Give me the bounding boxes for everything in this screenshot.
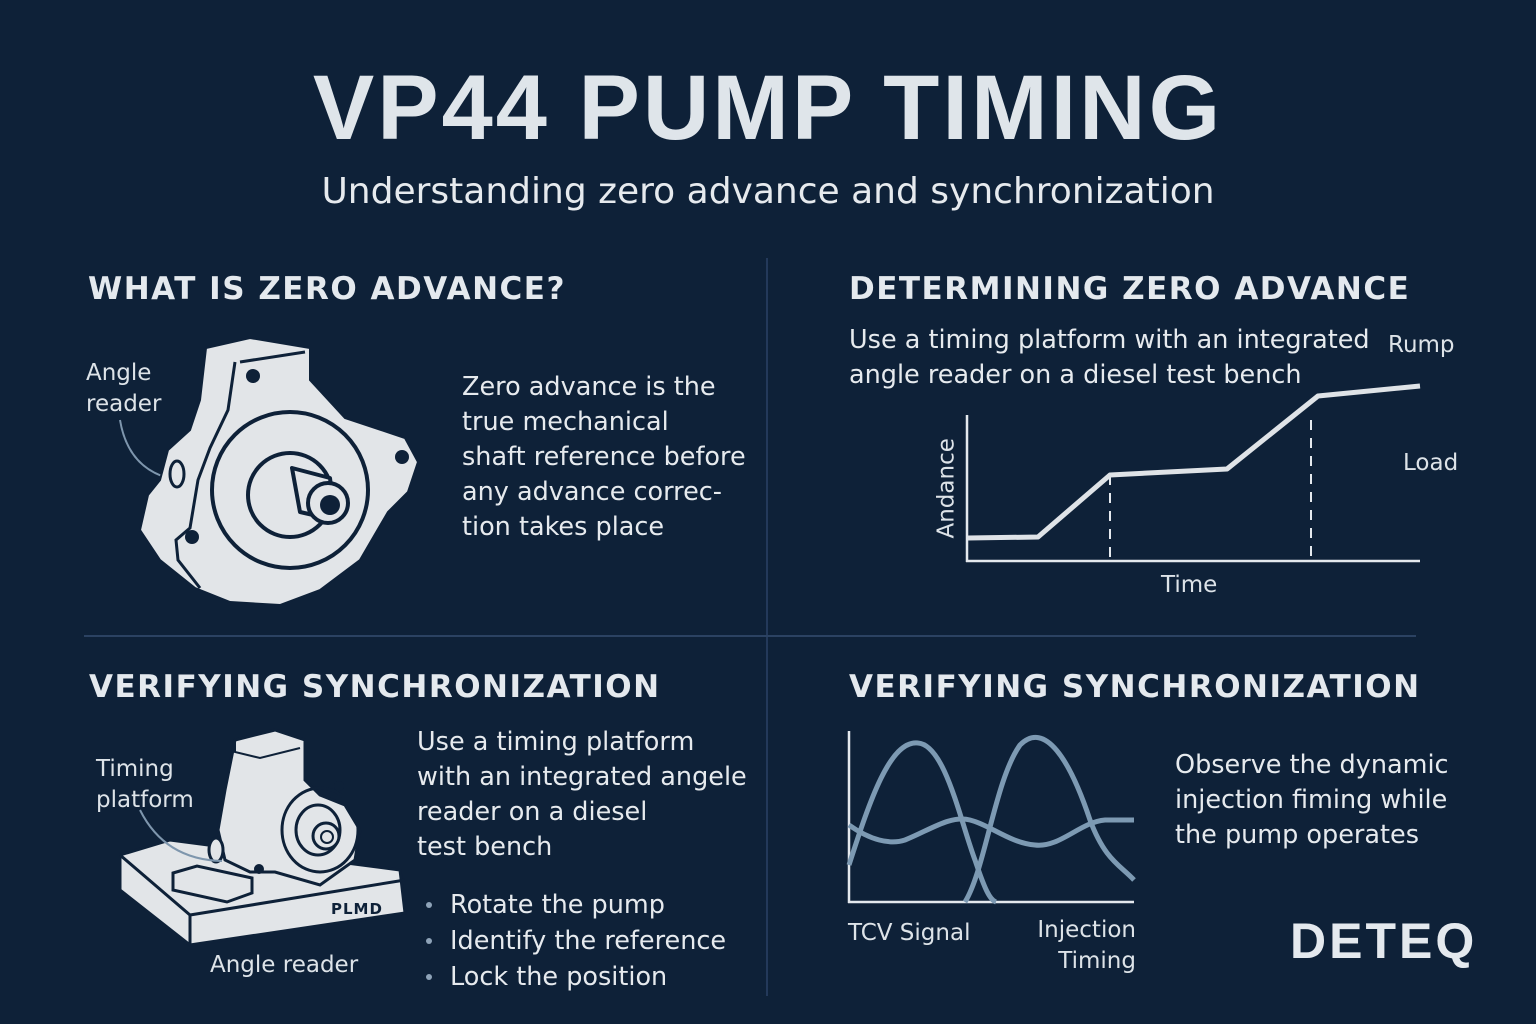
legend-tcv-signal: TCV Signal <box>848 920 971 946</box>
vertical-divider <box>766 258 768 996</box>
panel-body-text: Use a timing platform with an integrated… <box>417 727 747 862</box>
panel-heading: DETERMINING ZERO ADVANCE <box>849 271 1411 307</box>
svg-text:PLMD: PLMD <box>331 900 383 918</box>
timing-platform-label: Timing platform <box>96 756 194 813</box>
bullet-icon <box>426 902 432 908</box>
angle-reader-label: Angle reader <box>210 952 359 978</box>
bullet-icon <box>426 974 432 980</box>
list-item: Rotate the pump <box>416 887 726 923</box>
page-title: VP44 PUMP TIMING <box>312 57 1224 159</box>
panel-heading: VERIFYING SYNCHRONIZATION <box>849 669 1421 705</box>
chart-annotation-rump: Rump <box>1388 332 1455 358</box>
list-item: Identify the reference <box>416 923 726 959</box>
panel-heading: VERIFYING SYNCHRONIZATION <box>89 669 661 705</box>
bullet-icon <box>426 938 432 944</box>
steps-list: Rotate the pump Identify the reference L… <box>416 887 726 995</box>
chart-annotation-load: Load <box>1403 450 1459 476</box>
page-subtitle: Understanding zero advance and synchroni… <box>321 171 1215 212</box>
horizontal-divider <box>84 635 1416 637</box>
legend-injection-timing: Injection Timing <box>1037 917 1136 974</box>
panel-body-text: Observe the dynamic injection fiming whi… <box>1175 750 1449 850</box>
angle-reader-label: Angle reader <box>86 360 162 417</box>
panel-body-text: Zero advance is the true mechanical shaf… <box>462 372 746 542</box>
brand-logo: DETEQ <box>1290 913 1478 969</box>
panel-heading: WHAT IS ZERO ADVANCE? <box>88 271 566 307</box>
panel-body-text: Use a timing platform with an integrated… <box>849 325 1370 390</box>
chart-xlabel: Time <box>1161 572 1218 598</box>
list-item: Lock the position <box>416 959 726 995</box>
